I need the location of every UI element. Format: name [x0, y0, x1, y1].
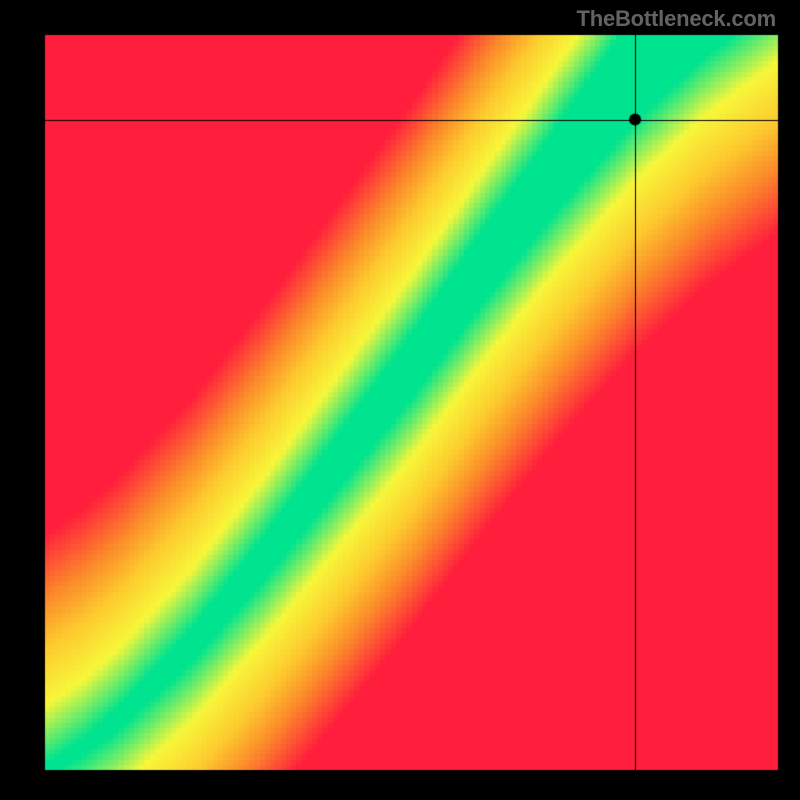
watermark-text: TheBottleneck.com — [576, 6, 776, 32]
bottleneck-heatmap — [0, 0, 800, 800]
